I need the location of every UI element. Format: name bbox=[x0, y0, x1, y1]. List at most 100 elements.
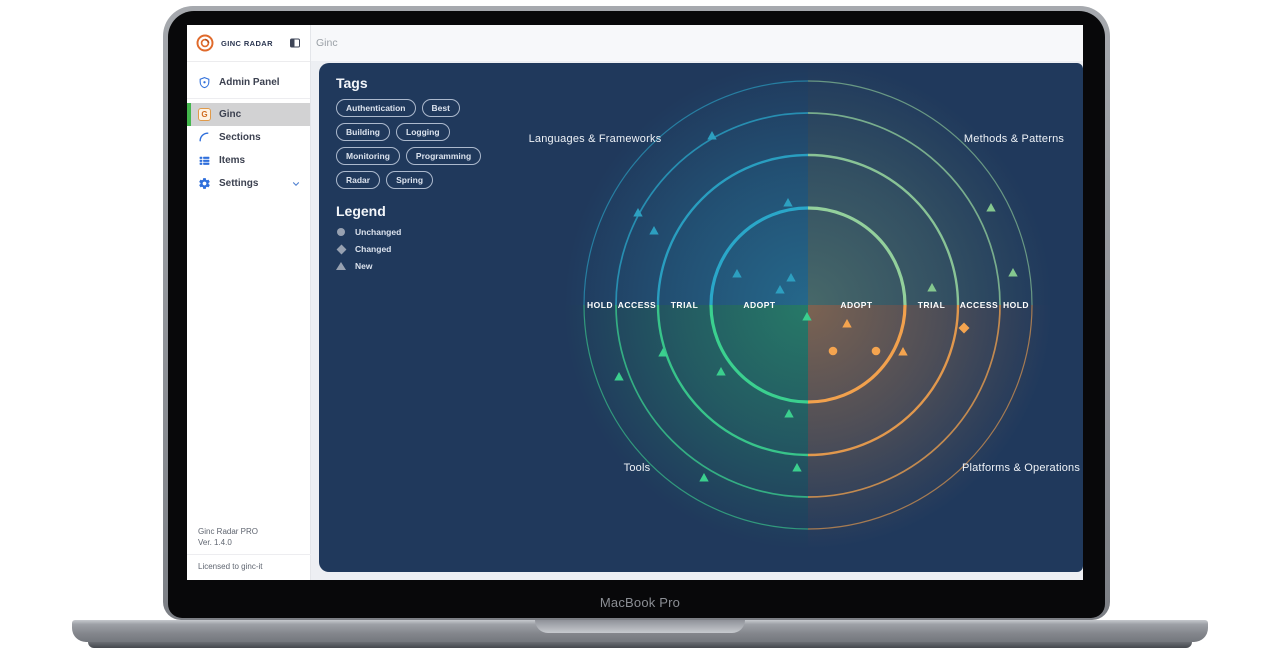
radar-ring bbox=[583, 304, 809, 530]
breadcrumb: Ginc bbox=[316, 37, 338, 49]
radar-blip-unchanged[interactable] bbox=[871, 346, 881, 356]
legend-label: Unchanged bbox=[355, 227, 402, 237]
radar-blip-new[interactable] bbox=[792, 463, 802, 472]
tag-pill[interactable]: Building bbox=[336, 123, 390, 141]
footer-divider bbox=[187, 554, 311, 555]
radar-ring bbox=[656, 304, 809, 457]
radar-blip-new[interactable] bbox=[898, 347, 908, 356]
ring-label: HOLD bbox=[587, 300, 613, 310]
macbook-bottom-lip bbox=[88, 642, 1192, 648]
radar-blip-new[interactable] bbox=[716, 367, 726, 376]
radar-blip-new[interactable] bbox=[633, 208, 643, 217]
quadrant-label-languages: Languages & Frameworks bbox=[529, 133, 662, 145]
sidebar-header: GINC RADAR bbox=[187, 25, 310, 62]
radar-blip-new[interactable] bbox=[842, 319, 852, 328]
sidebar: GINC RADAR Admin Panel bbox=[187, 25, 311, 580]
legend-label: Changed bbox=[355, 244, 392, 254]
quadrant-label-methods: Methods & Patterns bbox=[964, 133, 1065, 145]
radar-ring bbox=[807, 206, 907, 306]
radar-ring bbox=[807, 80, 1033, 306]
quadrant-glow-languages bbox=[564, 63, 808, 305]
radar-ring bbox=[656, 153, 809, 306]
radar-blip-new[interactable] bbox=[775, 285, 785, 294]
radar-blip-new[interactable] bbox=[707, 131, 717, 140]
radar-blip-unchanged[interactable] bbox=[828, 346, 838, 356]
ginc-g-icon: G bbox=[198, 108, 211, 121]
quadrant-label-tools: Tools bbox=[624, 462, 651, 474]
ring-label: HOLD bbox=[1003, 300, 1029, 310]
quadrant-label-platforms: Platforms & Operations bbox=[962, 462, 1080, 474]
gear-icon bbox=[198, 177, 211, 190]
diamond-symbol-icon bbox=[336, 244, 346, 254]
quadrant-glow-tools bbox=[564, 305, 808, 549]
radar-blip-new[interactable] bbox=[649, 226, 659, 235]
radar-blip-new[interactable] bbox=[699, 473, 709, 482]
radar-blip-changed[interactable] bbox=[958, 322, 970, 334]
ginc-radar-logo-icon bbox=[196, 34, 214, 52]
ring-label: ACCESS bbox=[960, 300, 998, 310]
sidebar-item-label: Sections bbox=[219, 132, 261, 143]
tag-pill[interactable]: Programming bbox=[405, 147, 482, 165]
sidebar-item-admin-panel[interactable]: Admin Panel bbox=[187, 71, 310, 94]
chevron-down-icon[interactable] bbox=[291, 179, 301, 189]
radar-ring bbox=[615, 112, 809, 306]
tag-pill[interactable]: Authentication bbox=[336, 99, 416, 117]
radar-blip-new[interactable] bbox=[802, 312, 812, 321]
tag-pill[interactable]: Monitoring bbox=[336, 147, 400, 165]
quadrant-glow-methods bbox=[808, 63, 1052, 305]
radar-blip-new[interactable] bbox=[783, 198, 793, 207]
main-area: Ginc ADOPT ADOPT TRIAL TRIAL ACCESS ACCESS HOL… bbox=[311, 25, 1083, 580]
sidebar-item-settings[interactable]: Settings bbox=[187, 172, 310, 195]
legend-item: Changed bbox=[336, 244, 491, 254]
tech-radar: ADOPT ADOPT TRIAL TRIAL ACCESS ACCESS HOLD HOLD… bbox=[529, 63, 1080, 549]
radar-ring bbox=[807, 304, 960, 457]
quadrant-glow-platforms bbox=[808, 305, 1052, 549]
radar-blip-new[interactable] bbox=[784, 409, 794, 418]
legend-item: Unchanged bbox=[336, 227, 491, 237]
radar-ring bbox=[709, 304, 809, 404]
tag-pill[interactable]: Radar bbox=[336, 171, 381, 189]
tags-title: Tags bbox=[336, 75, 368, 91]
ring-label: ACCESS bbox=[618, 300, 656, 310]
macbook-lid-notch bbox=[535, 620, 745, 633]
product-name: Ginc Radar PRO bbox=[198, 527, 259, 536]
version-label: Ver. 1.4.0 bbox=[198, 538, 232, 547]
sidebar-item-items[interactable]: Items bbox=[187, 149, 310, 172]
circle-symbol-icon bbox=[337, 228, 345, 236]
radar-ring bbox=[615, 304, 809, 498]
radar-ring bbox=[583, 80, 809, 306]
panel-left-column: Tags Authentication Best Building Logging Mo… bbox=[319, 63, 491, 271]
legend-label: New bbox=[355, 261, 373, 271]
radar-blip-new[interactable] bbox=[927, 283, 937, 292]
radar-blip-new[interactable] bbox=[1008, 268, 1018, 277]
radar-panel: ADOPT ADOPT TRIAL TRIAL ACCESS ACCESS HOLD HOLD… bbox=[319, 63, 1083, 572]
sidebar-item-ginc[interactable]: G Ginc bbox=[187, 103, 310, 126]
radar-blip-new[interactable] bbox=[986, 203, 996, 212]
content-area: ADOPT ADOPT TRIAL TRIAL ACCESS ACCESS HOLD HOLD… bbox=[311, 62, 1083, 580]
sidebar-footer: Ginc Radar PRO Ver. 1.4.0 Licensed to gi… bbox=[187, 526, 311, 580]
radar-ring bbox=[807, 112, 1001, 306]
radar-blip-new[interactable] bbox=[732, 269, 742, 278]
radar-ring bbox=[709, 206, 809, 306]
brand-title: GINC RADAR bbox=[221, 38, 273, 48]
radar-ring bbox=[807, 304, 1001, 498]
sidebar-item-sections[interactable]: Sections bbox=[187, 126, 310, 149]
radar-blip-new[interactable] bbox=[786, 273, 796, 282]
license-label: Licensed to ginc-it bbox=[198, 562, 263, 571]
tag-pill-list: Authentication Best Building Logging Monitor… bbox=[336, 99, 488, 189]
ring-label: ADOPT bbox=[743, 300, 776, 310]
sidebar-item-label: Items bbox=[219, 155, 246, 166]
radar-blip-new[interactable] bbox=[614, 372, 624, 381]
app-window: GINC RADAR Admin Panel bbox=[187, 25, 1083, 580]
ring-label: ADOPT bbox=[840, 300, 873, 310]
sidebar-toggle-icon[interactable] bbox=[289, 37, 301, 49]
macbook-base bbox=[72, 620, 1208, 642]
tag-pill[interactable]: Spring bbox=[386, 171, 434, 189]
macbook-label: MacBook Pro bbox=[599, 595, 681, 610]
table-rows-icon bbox=[198, 154, 211, 167]
radar-ring bbox=[807, 304, 907, 404]
tag-pill[interactable]: Logging bbox=[396, 123, 450, 141]
radar-blip-new[interactable] bbox=[658, 348, 668, 357]
tag-pill[interactable]: Best bbox=[421, 99, 460, 117]
radar-ring bbox=[807, 304, 1033, 530]
